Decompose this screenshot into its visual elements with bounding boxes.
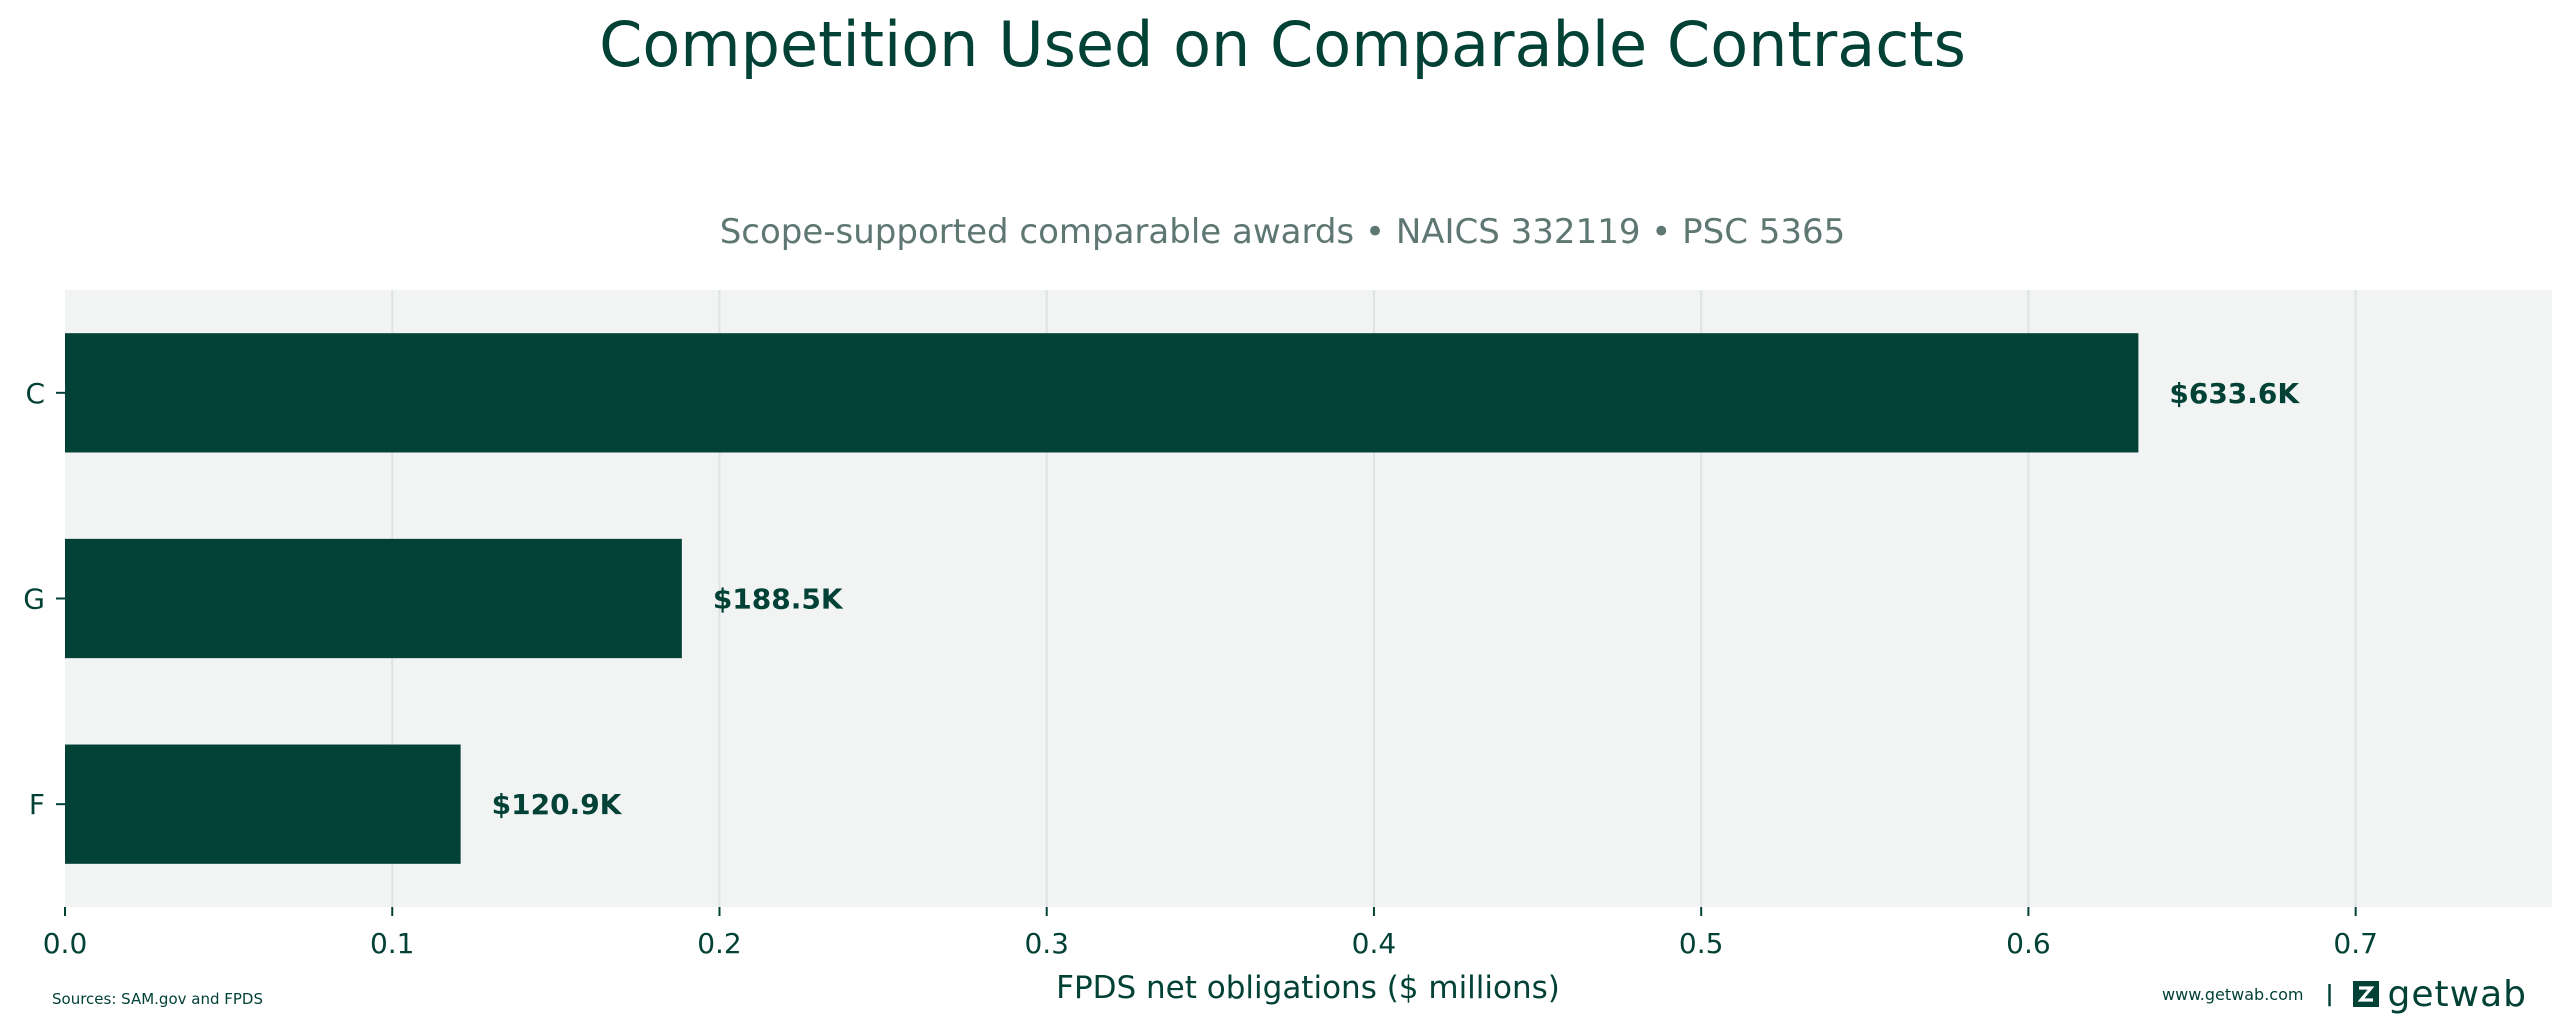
value-label: $633.6K (2169, 377, 2300, 410)
bar-f (65, 744, 461, 864)
x-tick-label: 0.6 (2006, 927, 2051, 960)
x-axis-title: FPDS net obligations ($ millions) (1056, 970, 1560, 1006)
x-tick-label: 0.1 (370, 927, 415, 960)
value-label: $188.5K (713, 583, 844, 616)
getwab-logo-text: getwab (2387, 973, 2527, 1015)
x-tick-label: 0.7 (2333, 927, 2378, 960)
website-link[interactable]: www.getwab.com (2162, 984, 2304, 1004)
y-tick-label: F (29, 788, 45, 821)
x-tick-label: 0.5 (1679, 927, 1724, 960)
chart-subtitle: Scope-supported comparable awards • NAIC… (719, 212, 1846, 252)
value-label: $120.9K (492, 788, 623, 821)
bar-c (65, 333, 2139, 453)
footer-separator: | (2325, 981, 2334, 1007)
y-tick-label: G (23, 583, 45, 616)
footer-brand: www.getwab.com | getwab (2162, 973, 2527, 1015)
x-tick-label: 0.2 (697, 927, 742, 960)
sources-note: Sources: SAM.gov and FPDS (52, 990, 264, 1008)
x-tick-label: 0.3 (1024, 927, 1069, 960)
getwab-logo-icon (2352, 981, 2379, 1007)
axes: 0.0 0.1 0.2 0.3 0.4 0.5 0.6 0.7 C G F (23, 377, 2378, 960)
bar-g (65, 538, 682, 659)
chart-title: Competition Used on Comparable Contracts (599, 8, 1966, 81)
y-tick-label: C (25, 377, 45, 410)
x-tick-label: 0.4 (1352, 927, 1397, 960)
x-tick-label: 0.0 (43, 927, 88, 960)
bars: $633.6K $188.5K $120.9K (65, 333, 2300, 864)
